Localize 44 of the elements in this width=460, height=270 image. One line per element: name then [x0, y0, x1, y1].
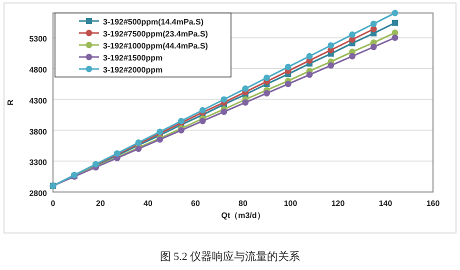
- legend-label: 3-192#1000ppm(44.4mPa.S): [103, 42, 208, 50]
- legend-label: 3-192#2000ppm: [103, 66, 163, 74]
- point: [392, 10, 398, 16]
- x-tick-label: 140: [378, 199, 393, 208]
- point: [220, 108, 228, 115]
- point: [264, 90, 270, 96]
- point: [242, 85, 249, 92]
- point: [284, 64, 292, 70]
- point: [220, 96, 228, 103]
- legend-label: 3-192#7500ppm(23.4mPa.S): [103, 30, 208, 38]
- x-tick-label: 20: [96, 199, 106, 208]
- point: [392, 34, 398, 41]
- point: [328, 62, 334, 69]
- y-tick-label: 4800: [29, 66, 48, 75]
- point: [242, 99, 249, 106]
- x-tick-label: 0: [50, 199, 56, 208]
- x-tick-label: 120: [331, 199, 346, 208]
- caption: 图 5.2 仪器响应与流量的关系: [160, 250, 300, 263]
- point: [264, 74, 270, 82]
- point: [328, 42, 334, 49]
- y-axis-title: R: [6, 99, 15, 106]
- point: [199, 118, 206, 124]
- point: [370, 20, 377, 27]
- x-tick-label: 40: [144, 199, 153, 208]
- point: [370, 44, 377, 50]
- point: [392, 20, 398, 26]
- point: [349, 53, 356, 60]
- legend-label: 3-192#500ppm(14.4mPa.S): [103, 18, 204, 26]
- legend-label: 3-192#1500ppm: [103, 54, 163, 62]
- x-tick-label: 80: [238, 199, 248, 208]
- y-tick-label: 3300: [29, 158, 48, 168]
- point: [306, 72, 313, 78]
- point: [349, 31, 356, 38]
- y-tick-label: 2800: [29, 189, 48, 198]
- point: [199, 107, 206, 114]
- point: [306, 53, 313, 60]
- y-tick-label: 4300: [29, 96, 48, 106]
- y-tick-label: 3800: [29, 127, 48, 136]
- point: [284, 80, 292, 88]
- x-axis-title: Qt（m3/d）: [221, 211, 265, 220]
- x-tick-label: 100: [284, 199, 298, 208]
- x-tick-label: 60: [191, 199, 200, 208]
- x-tick-label: 160: [426, 199, 440, 208]
- y-tick-label: 5300: [29, 34, 48, 44]
